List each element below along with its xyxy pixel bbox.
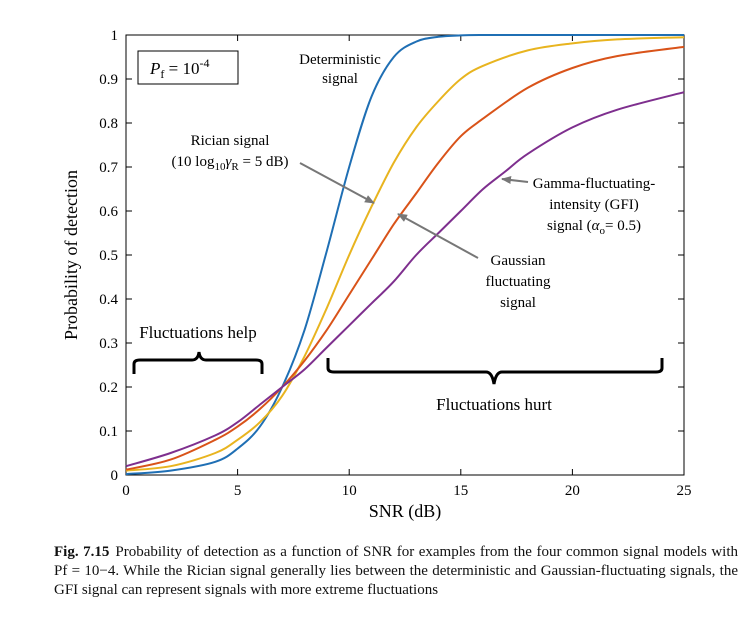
plot-area-frame [125,34,685,476]
svg-text:fluctuating: fluctuating [486,274,551,290]
y-axis-label: Probability of detection [61,170,81,340]
x-tick-label: 5 [234,483,242,499]
axis-ticks: 0 5 10 15 20 25 0 0.1 0.2 0.3 0.4 0.5 0.6 0.7 0.8 0.9 1 [99,28,691,499]
svg-text:(10 log10γR = 5 dB): (10 log10γR = 5 dB) [172,154,289,173]
x-tick-label: 15 [453,483,468,499]
caption-text: Probability of detection as a function o… [54,544,738,598]
y-tick-label: 0.2 [99,380,118,396]
svg-text:signal: signal [322,71,358,87]
x-tick-label: 0 [122,483,130,499]
gfi-annotation: Gamma-fluctuating- intensity (GFI) signa… [501,176,655,237]
svg-text:intensity (GFI): intensity (GFI) [549,197,639,213]
svg-text:signal (αo= 0.5): signal (αo= 0.5) [547,218,641,237]
x-axis-label: SNR (dB) [369,501,442,522]
svg-text:Pf = 10-4: Pf = 10-4 [149,56,209,81]
series-line-deterministic-signal [125,33,684,476]
y-tick-label: 0.3 [99,336,118,352]
x-tick-label: 10 [342,483,357,499]
y-tick-label: 0 [111,468,119,484]
y-tick-label: 1 [111,28,119,44]
gaussian-annotation: Gaussian fluctuating signal [397,213,551,311]
svg-text:Deterministic: Deterministic [299,52,381,68]
x-tick-label: 25 [677,483,692,499]
fluctuations-help-annotation: Fluctuations help [132,323,264,374]
y-tick-label: 0.1 [99,424,118,440]
rician-arrow [299,162,375,204]
caption-label: Fig. 7.15 [54,544,110,560]
y-tick-label: 0.9 [99,72,118,88]
pf-legend-box: Pf = 10-4 [137,50,239,85]
fluctuations-hurt-brace [326,358,664,385]
deterministic-annotation: Deterministic signal [299,52,381,87]
gfi-arrow [501,176,529,185]
fluctuations-help-brace [132,351,264,374]
y-tick-label: 0.5 [99,248,118,264]
figure-caption: Fig. 7.15 Probability of detection as a f… [54,543,738,600]
gaussian-arrow [397,213,479,259]
x-tick-label: 20 [565,483,580,499]
probability-of-detection-chart: 0 5 10 15 20 2500.10.20.30.40.50.60.70.80.91 … [61,28,692,522]
rician-annotation: Rician signal (10 log10γR = 5 dB) [172,133,375,204]
svg-text:Fluctuations hurt: Fluctuations hurt [436,395,552,414]
svg-text:Fluctuations help: Fluctuations help [139,323,257,342]
svg-text:Gamma-fluctuating-: Gamma-fluctuating- [533,176,655,192]
y-tick-label: 0.7 [99,160,118,176]
svg-text:signal: signal [500,295,536,311]
series-line-rician-signal [125,36,685,472]
y-tick-label: 0.8 [99,116,118,132]
series-line-gamma-fluctuating-intensity-gfi-signal [125,91,685,468]
svg-text:Gaussian: Gaussian [491,253,546,269]
y-tick-label: 0.4 [99,292,118,308]
svg-text:Rician signal: Rician signal [191,133,270,149]
series-lines [125,33,685,476]
y-tick-label: 0.6 [99,204,118,220]
series-line-gaussian-fluctuating-signal [125,45,685,471]
fluctuations-hurt-annotation: Fluctuations hurt [326,358,664,414]
